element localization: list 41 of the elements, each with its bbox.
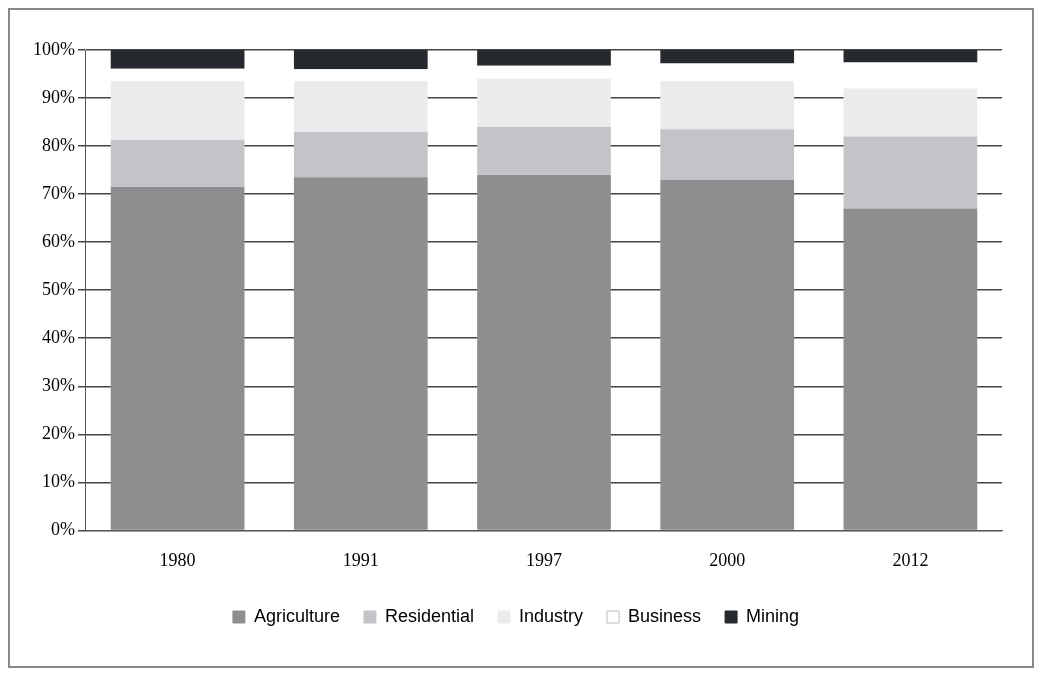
- bar: [660, 81, 795, 130]
- bar: [293, 50, 428, 70]
- y-tick-label: 80%: [41, 134, 75, 155]
- bar: [843, 208, 978, 530]
- y-tick-label: 0%: [50, 519, 75, 540]
- legend-label: Business: [628, 605, 702, 626]
- bar: [477, 126, 611, 175]
- bar: [293, 177, 428, 530]
- x-tick-label: 1991: [342, 549, 379, 570]
- bar: [110, 139, 245, 187]
- legend-label: Mining: [746, 605, 800, 626]
- y-tick-label: 20%: [41, 423, 75, 444]
- bar: [477, 50, 611, 66]
- bar: [660, 179, 795, 530]
- bar: [477, 78, 611, 127]
- x-tick-label: 1997: [526, 549, 562, 570]
- y-tick-label: 50%: [41, 278, 75, 299]
- bar: [660, 129, 795, 180]
- legend-label: Industry: [519, 605, 584, 626]
- y-tick-label: 40%: [41, 326, 75, 347]
- y-tick-label: 100%: [32, 38, 75, 59]
- legend-label: Residential: [384, 605, 475, 626]
- bar: [110, 50, 245, 69]
- y-tick-label: 70%: [41, 182, 75, 203]
- bar: [293, 131, 428, 178]
- x-tick-label: 2012: [892, 549, 929, 570]
- bar: [293, 81, 428, 132]
- y-tick-label: 30%: [41, 375, 75, 396]
- bar: [843, 88, 978, 137]
- x-tick-label: 1980: [159, 549, 196, 570]
- legend-label: Agriculture: [253, 605, 340, 626]
- y-tick-label: 10%: [41, 471, 75, 492]
- bar: [843, 50, 978, 63]
- bar: [843, 136, 978, 209]
- y-tick-label: 90%: [41, 86, 75, 107]
- x-tick-label: 2000: [709, 549, 746, 570]
- y-tick-label: 60%: [41, 230, 75, 251]
- bar: [660, 50, 795, 64]
- bar: [477, 174, 611, 530]
- bar: [110, 186, 245, 530]
- bar: [110, 81, 245, 140]
